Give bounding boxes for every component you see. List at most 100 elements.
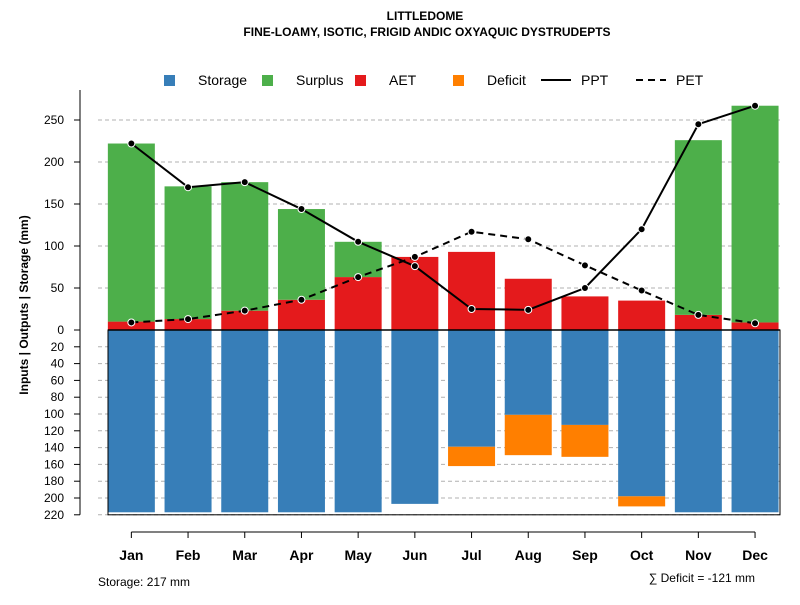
ppt-point — [751, 101, 760, 110]
deficit-bar — [561, 424, 609, 457]
x-tick-label: Oct — [630, 547, 654, 563]
deficit-bar — [504, 414, 552, 456]
surplus-bar — [731, 105, 779, 323]
storage-bar — [731, 330, 779, 513]
legend-label: Deficit — [487, 72, 526, 88]
pet-point — [184, 315, 193, 324]
pet-point — [354, 273, 363, 282]
y-tick-label: 60 — [51, 373, 65, 387]
ppt-line — [130, 104, 756, 311]
storage-bar — [391, 330, 439, 504]
x-tick-label: Feb — [176, 547, 201, 563]
surplus-bar — [277, 209, 325, 300]
y-axis-label: Inputs | Outputs | Storage (mm) — [17, 215, 31, 394]
storage-annotation: Storage: 217 mm — [98, 575, 190, 589]
y-tick-label: 80 — [51, 390, 65, 404]
ppt-point — [410, 262, 419, 271]
pet-point — [580, 261, 589, 270]
surplus-bar — [107, 143, 155, 322]
pet-point — [127, 318, 136, 327]
aet-bar — [561, 296, 609, 330]
x-tick-label: Sep — [572, 547, 598, 563]
y-tick-label: 150 — [44, 197, 64, 211]
y-tick-label: 200 — [44, 491, 64, 505]
ppt-point — [524, 305, 533, 314]
y-tick-label: 40 — [51, 357, 65, 371]
pet-point — [467, 227, 476, 236]
ppt-point — [127, 139, 136, 148]
y-tick-label: 140 — [44, 441, 64, 455]
aet-bar — [164, 319, 212, 330]
storage-bar — [618, 330, 666, 497]
legend-swatch — [453, 75, 464, 86]
pet-point — [637, 286, 646, 295]
x-tick-label: Jul — [461, 547, 481, 563]
legend-label: PPT — [581, 72, 609, 88]
ppt-point — [354, 237, 363, 246]
storage-bar — [448, 330, 496, 447]
y-tick-label: 100 — [44, 239, 64, 253]
storage-bar — [107, 330, 155, 513]
pet-point — [751, 319, 760, 328]
legend-label: AET — [389, 72, 417, 88]
surplus-bar — [221, 182, 269, 311]
legend-label: Storage — [198, 72, 247, 88]
legend-swatch — [262, 75, 273, 86]
x-tick-label: Apr — [289, 547, 314, 563]
y-tick-label: 180 — [44, 474, 64, 488]
ppt-point — [580, 284, 589, 292]
ppt-point — [637, 225, 646, 234]
legend-swatch — [355, 75, 366, 86]
storage-bar — [277, 330, 325, 513]
x-tick-label: May — [345, 547, 372, 563]
aet-bar — [618, 300, 666, 330]
surplus-bar — [164, 186, 212, 320]
aet-bar — [334, 277, 382, 330]
storage-bar — [674, 330, 722, 513]
x-tick-label: Dec — [742, 547, 768, 563]
x-tick-label: Aug — [515, 547, 542, 563]
ppt-point — [467, 305, 476, 313]
y-tick-label: 100 — [44, 407, 64, 421]
deficit-bar — [618, 496, 666, 507]
y-tick-label: 160 — [44, 457, 64, 471]
pet-point — [410, 252, 419, 261]
storage-bar — [504, 330, 552, 415]
pet-point — [240, 306, 249, 315]
deficit-annotation: ∑ Deficit = -121 mm — [649, 571, 755, 585]
ppt-point — [694, 120, 703, 129]
storage-bar — [164, 330, 212, 513]
y-tick-label: 20 — [51, 340, 65, 354]
legend-label: PET — [676, 72, 704, 88]
chart-title: LITTLEDOME — [387, 9, 464, 23]
x-tick-label: Mar — [232, 547, 257, 563]
storage-bar — [334, 330, 382, 513]
aet-bar — [448, 251, 496, 330]
pet-point — [297, 295, 306, 304]
deficit-bar — [448, 446, 496, 467]
ppt-point — [184, 183, 193, 192]
ppt-point — [240, 178, 249, 187]
storage-bar — [221, 330, 269, 513]
legend-label: Surplus — [296, 72, 343, 88]
y-tick-label: 250 — [44, 113, 64, 127]
y-tick-label: 220 — [44, 508, 64, 522]
y-tick-label: 120 — [44, 424, 64, 438]
y-tick-label: 200 — [44, 155, 64, 169]
legend-swatch — [164, 75, 175, 86]
pet-point — [694, 310, 703, 319]
chart-subtitle: FINE-LOAMY, ISOTIC, FRIGID ANDIC OXYAQUI… — [243, 25, 610, 39]
surplus-bar — [674, 140, 722, 315]
x-tick-label: Jun — [402, 547, 427, 563]
y-tick-label: 0 — [57, 323, 64, 337]
y-tick-label: 50 — [51, 281, 65, 295]
ppt-point — [297, 205, 306, 214]
aet-bar — [674, 314, 722, 330]
x-tick-label: Jan — [119, 547, 143, 563]
x-tick-label: Nov — [685, 547, 712, 563]
aet-bar — [221, 310, 269, 330]
pet-point — [524, 235, 533, 244]
storage-bar — [561, 330, 609, 425]
